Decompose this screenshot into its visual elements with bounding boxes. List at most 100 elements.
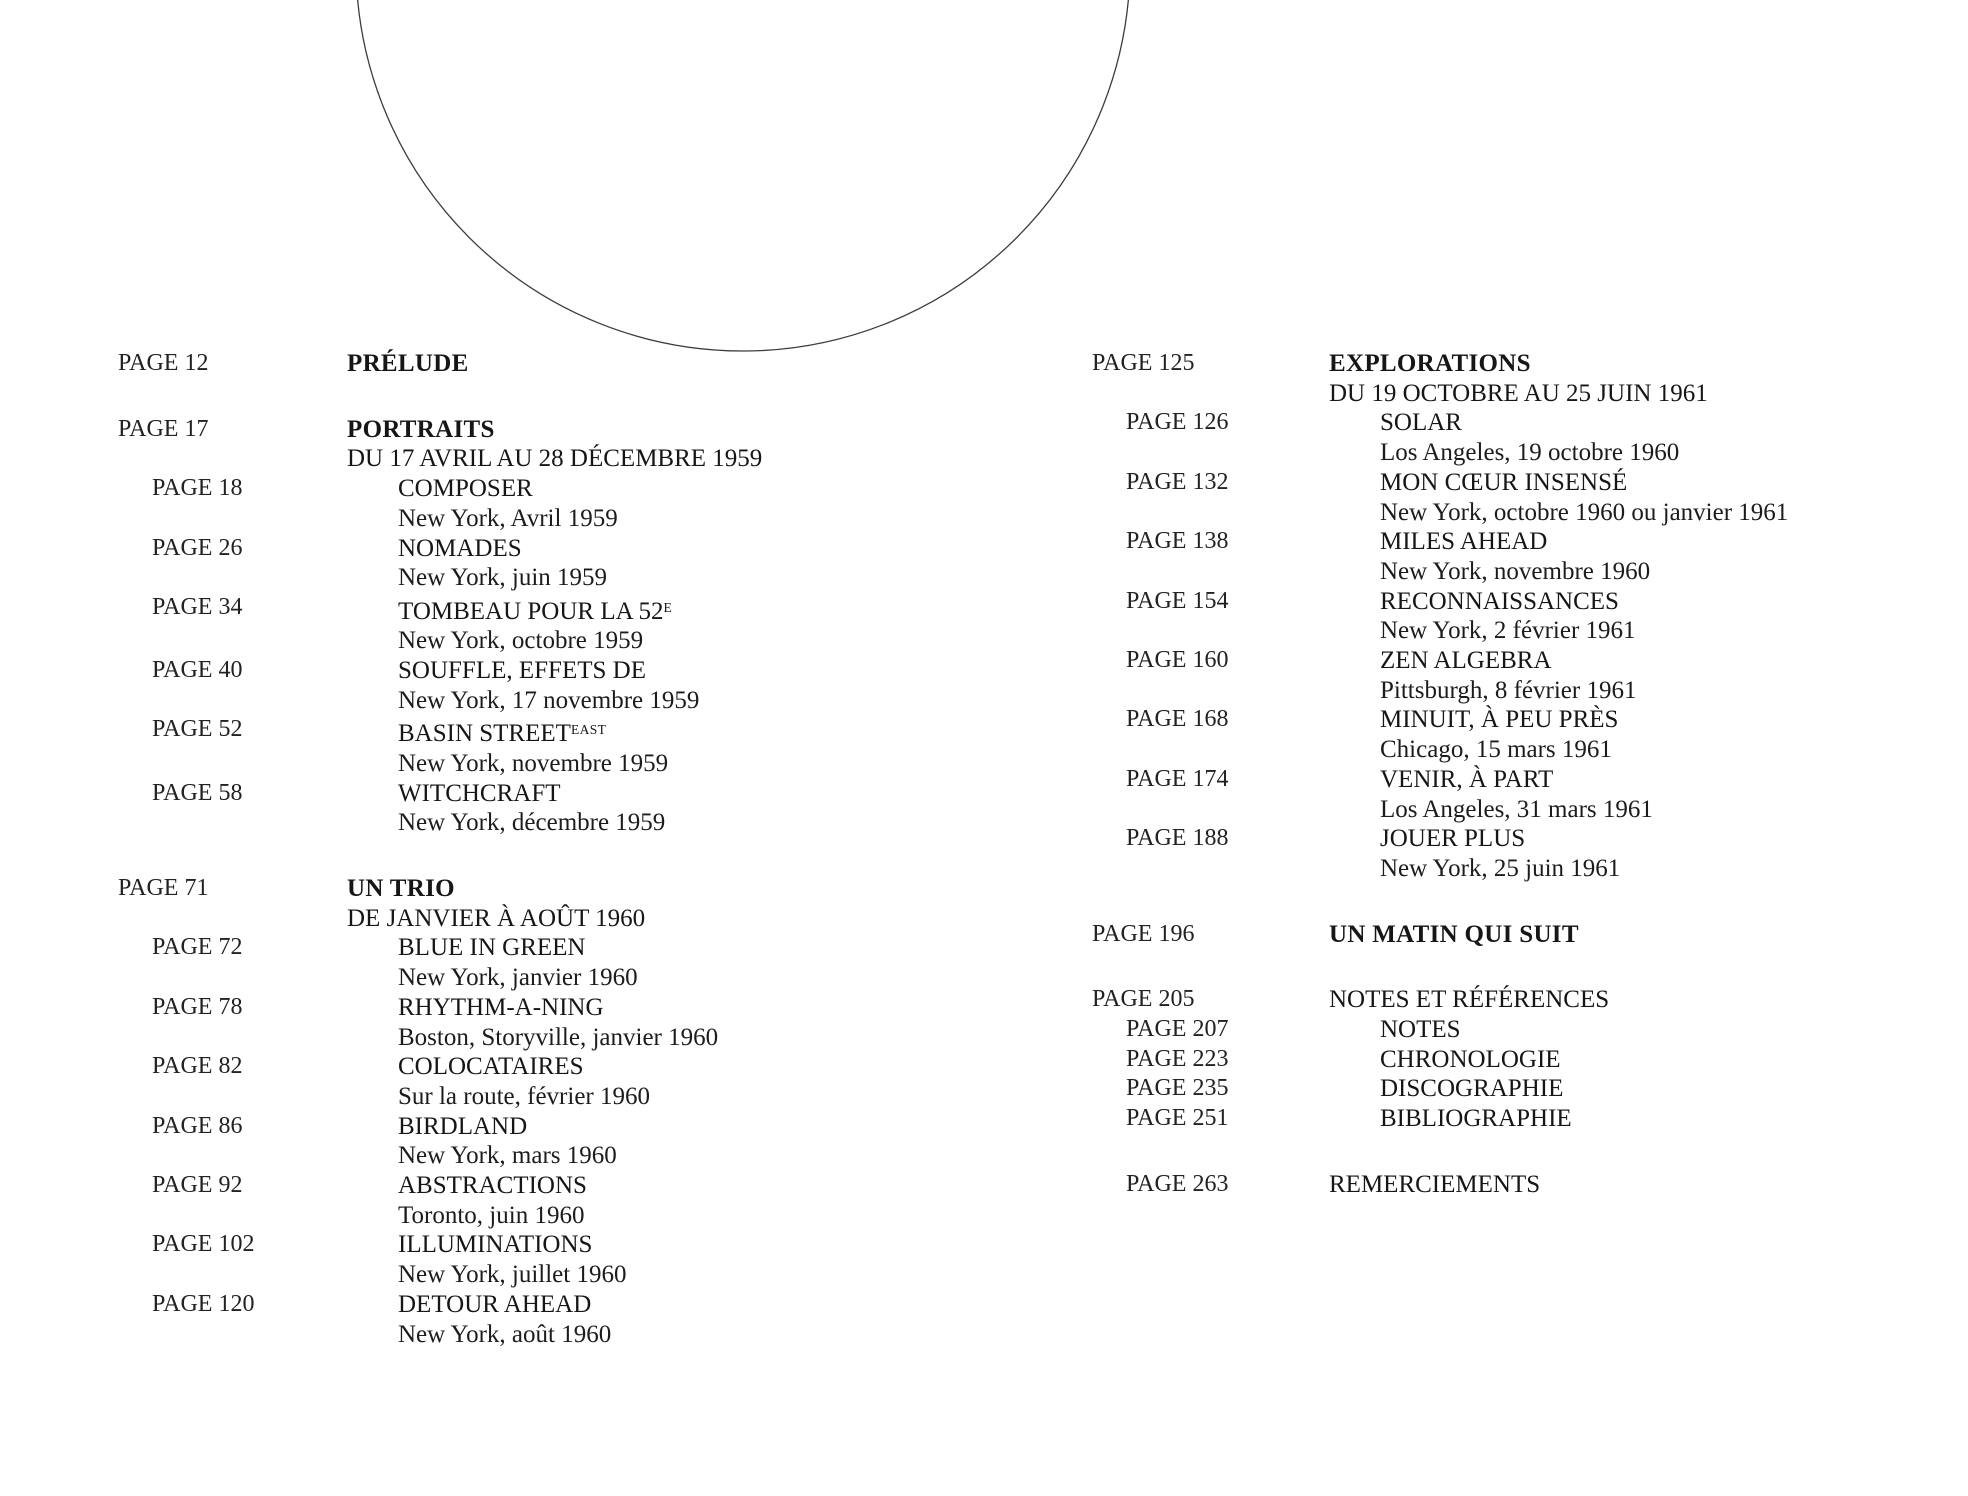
toc-section-header-row: PAGE 12 PRÉLUDE (118, 349, 1018, 379)
toc-entry-caption: New York, 25 juin 1961 (1380, 854, 1621, 882)
toc-entry-title: NOTES (1380, 1016, 1461, 1044)
toc-entry-caption-row: New York, décembre 1959 (118, 808, 1018, 838)
toc-entry-title: MILES AHEAD (1380, 528, 1548, 556)
toc-page-label: PAGE 82 (152, 1053, 243, 1080)
toc-page-label (1092, 854, 1329, 884)
toc-entry-row: PAGE 251 BIBLIOGRAPHIE (1092, 1104, 1962, 1134)
toc-entry-row: PAGE 52 BASIN STREETEAST (118, 715, 1018, 748)
toc-entry-caption: New York, juillet 1960 (398, 1261, 627, 1289)
toc-page-label (1092, 498, 1329, 528)
toc-section: PAGE 263 REMERCIEMENTS (1092, 1170, 1962, 1200)
toc-entry-caption-row: New York, juin 1959 (118, 563, 1018, 593)
toc-section-daterange: DE JANVIER À AOÛT 1960 (347, 904, 646, 932)
toc-entry-row: PAGE 72 BLUE IN GREEN (118, 933, 1018, 963)
toc-entry-caption: New York, août 1960 (398, 1320, 612, 1348)
toc-entry-row: PAGE 102 ILLUMINATIONS (118, 1230, 1018, 1260)
toc-page-label: PAGE 263 (1126, 1170, 1229, 1197)
toc-entry-title: RHYTHM-A-NING (398, 993, 604, 1021)
toc-page-label (118, 1260, 347, 1290)
toc-section-daterange: DU 19 OCTOBRE AU 25 JUIN 1961 (1329, 379, 1708, 407)
toc-page-label (118, 749, 347, 779)
toc-entry-caption: New York, octobre 1960 ou janvier 1961 (1380, 498, 1789, 526)
toc-column-right: PAGE 125 EXPLORATIONS DU 19 OCTOBRE AU 25 … (1092, 349, 1962, 1200)
toc-section-header-row: PAGE 196 UN MATIN QUI SUIT (1092, 920, 1962, 950)
toc-section-title: NOTES ET RÉFÉRENCES (1329, 986, 1610, 1014)
toc-entry-row: PAGE 223 CHRONOLOGIE (1092, 1045, 1962, 1075)
toc-entry-caption-row: New York, juillet 1960 (118, 1260, 1018, 1290)
toc-page-label: PAGE 168 (1126, 706, 1229, 733)
toc-entry-row: PAGE 207 NOTES (1092, 1015, 1962, 1045)
toc-title-superscript: EAST (570, 722, 607, 738)
toc-page-label: PAGE 40 (152, 657, 243, 684)
toc-entry-title: MINUIT, À PEU PRÈS (1380, 706, 1619, 734)
toc-entry-title: JOUER PLUS (1380, 825, 1526, 853)
toc-entry-title: ILLUMINATIONS (398, 1231, 593, 1259)
toc-entry-caption: New York, janvier 1960 (398, 964, 638, 992)
toc-entry-caption: New York, novembre 1959 (398, 749, 669, 777)
toc-section: PAGE 71 UN TRIO DE JANVIER À AOÛT 1960 PAGE… (118, 874, 1018, 1349)
toc-page-label (118, 808, 347, 838)
toc-page-label (1092, 379, 1329, 409)
toc-section: PAGE 125 EXPLORATIONS DU 19 OCTOBRE AU 25 … (1092, 349, 1962, 884)
toc-entry-title: DISCOGRAPHIE (1380, 1075, 1564, 1103)
toc-page-label: PAGE 26 (152, 534, 243, 561)
toc-section: PAGE 196 UN MATIN QUI SUIT (1092, 920, 1962, 950)
toc-page-label (118, 1201, 347, 1231)
toc-page-label: PAGE 126 (1126, 409, 1229, 436)
toc-section-title: PORTRAITS (347, 415, 495, 443)
toc-entry-title: COLOCATAIRES (398, 1053, 584, 1081)
toc-entry-caption: Pittsburgh, 8 février 1961 (1380, 676, 1637, 704)
toc-page-label: PAGE 196 (1092, 920, 1195, 947)
toc-entry-title: WITCHCRAFT (398, 779, 561, 807)
toc-section-title: UN MATIN QUI SUIT (1329, 920, 1579, 948)
toc-section-header-row: PAGE 17 PORTRAITS (118, 415, 1018, 445)
toc-entry-title: BLUE IN GREEN (398, 934, 586, 962)
toc-entry-title: SOUFFLE, EFFETS DE (398, 657, 646, 685)
toc-page-label (1092, 795, 1329, 825)
toc-page-label: PAGE 154 (1126, 587, 1229, 614)
toc-entry-title: NOMADES (398, 534, 522, 562)
toc-entry-caption-row: New York, mars 1960 (118, 1141, 1018, 1171)
toc-section: PAGE 205 NOTES ET RÉFÉRENCES PAGE 207 NOTES… (1092, 985, 1962, 1134)
toc-entry-title: BASIN STREETEAST (398, 720, 607, 748)
toc-page-label: PAGE 205 (1092, 986, 1195, 1013)
toc-page-label: PAGE 120 (152, 1290, 255, 1317)
toc-entry-title: BIRDLAND (398, 1112, 528, 1140)
toc-entry-row: PAGE 132 MON CŒUR INSENSÉ (1092, 468, 1962, 498)
toc-page-label: PAGE 207 (1126, 1016, 1229, 1043)
toc-entry-caption-row: New York, novembre 1960 (1092, 557, 1962, 587)
toc-entry-title: COMPOSER (398, 475, 533, 503)
toc-entry-row: PAGE 120 DETOUR AHEAD (118, 1290, 1018, 1320)
toc-page-label: PAGE 188 (1126, 825, 1229, 852)
toc-entry-caption-row: Pittsburgh, 8 février 1961 (1092, 676, 1962, 706)
toc-entry-caption-row: New York, novembre 1959 (118, 749, 1018, 779)
toc-page-label (118, 626, 347, 656)
toc-section: PAGE 17 PORTRAITS DU 17 AVRIL AU 28 DÉCEMB… (118, 415, 1018, 838)
toc-entry-row: PAGE 26 NOMADES (118, 534, 1018, 564)
toc-column-left: PAGE 12 PRÉLUDE PAGE 17 PORTRAITS DU 17 AVRI… (118, 349, 1018, 1349)
toc-entry-caption: New York, octobre 1959 (398, 627, 644, 655)
toc-page-label: PAGE 235 (1126, 1075, 1229, 1102)
toc-page-label (1092, 676, 1329, 706)
toc-entry-caption: Chicago, 15 mars 1961 (1380, 736, 1612, 764)
toc-page-label (118, 444, 347, 474)
toc-entry-caption: Toronto, juin 1960 (398, 1201, 585, 1229)
toc-entry-row: PAGE 82 COLOCATAIRES (118, 1052, 1018, 1082)
toc-entry-caption: Sur la route, février 1960 (398, 1082, 651, 1110)
toc-page-label: PAGE 251 (1126, 1105, 1229, 1132)
toc-page-label: PAGE 34 (152, 593, 243, 620)
toc-section-daterange-row: DU 17 AVRIL AU 28 DÉCEMBRE 1959 (118, 444, 1018, 474)
toc-entry-title: DETOUR AHEAD (398, 1290, 592, 1318)
toc-section-header-row: PAGE 125 EXPLORATIONS (1092, 349, 1962, 379)
toc-entry-caption-row: New York, 2 février 1961 (1092, 616, 1962, 646)
toc-entry-row: PAGE 160 ZEN ALGEBRA (1092, 646, 1962, 676)
toc-page-label: PAGE 86 (152, 1112, 243, 1139)
toc-section-daterange-row: DU 19 OCTOBRE AU 25 JUIN 1961 (1092, 379, 1962, 409)
toc-entry-caption-row: Sur la route, février 1960 (118, 1082, 1018, 1112)
toc-page-label: PAGE 52 (152, 716, 243, 743)
toc-section-title: EXPLORATIONS (1329, 350, 1531, 377)
toc-entry-caption-row: Toronto, juin 1960 (118, 1201, 1018, 1231)
toc-page-label (118, 563, 347, 593)
toc-page-label: PAGE 92 (152, 1172, 243, 1199)
